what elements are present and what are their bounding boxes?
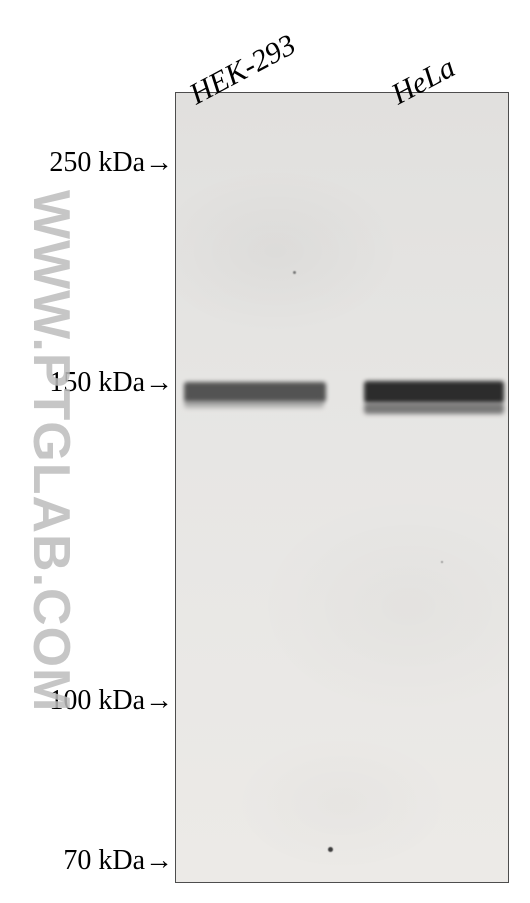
speck-2 (441, 561, 443, 563)
mw-label-text: 250 kDa (49, 147, 145, 178)
blot-noise (176, 93, 508, 882)
arrow-right-icon: → (145, 845, 173, 877)
mw-label-3: 70 kDa→ (0, 845, 173, 877)
band-2 (364, 381, 504, 403)
mw-label-0: 250 kDa→ (0, 147, 173, 179)
mw-label-2: 100 kDa→ (0, 685, 173, 717)
mw-label-text: 70 kDa (63, 845, 145, 876)
blot-membrane (175, 92, 509, 883)
watermark-text: WWW.PTGLAB.COM (21, 190, 81, 712)
speck-1 (293, 271, 296, 274)
band-0 (184, 382, 326, 402)
arrow-right-icon: → (145, 367, 173, 399)
band-1 (184, 400, 324, 408)
mw-label-text: 100 kDa (49, 685, 145, 716)
arrow-right-icon: → (145, 685, 173, 717)
mw-label-text: 150 kDa (49, 367, 145, 398)
band-3 (364, 403, 504, 414)
arrow-right-icon: → (145, 147, 173, 179)
speck-0 (328, 847, 333, 852)
mw-label-1: 150 kDa→ (0, 367, 173, 399)
